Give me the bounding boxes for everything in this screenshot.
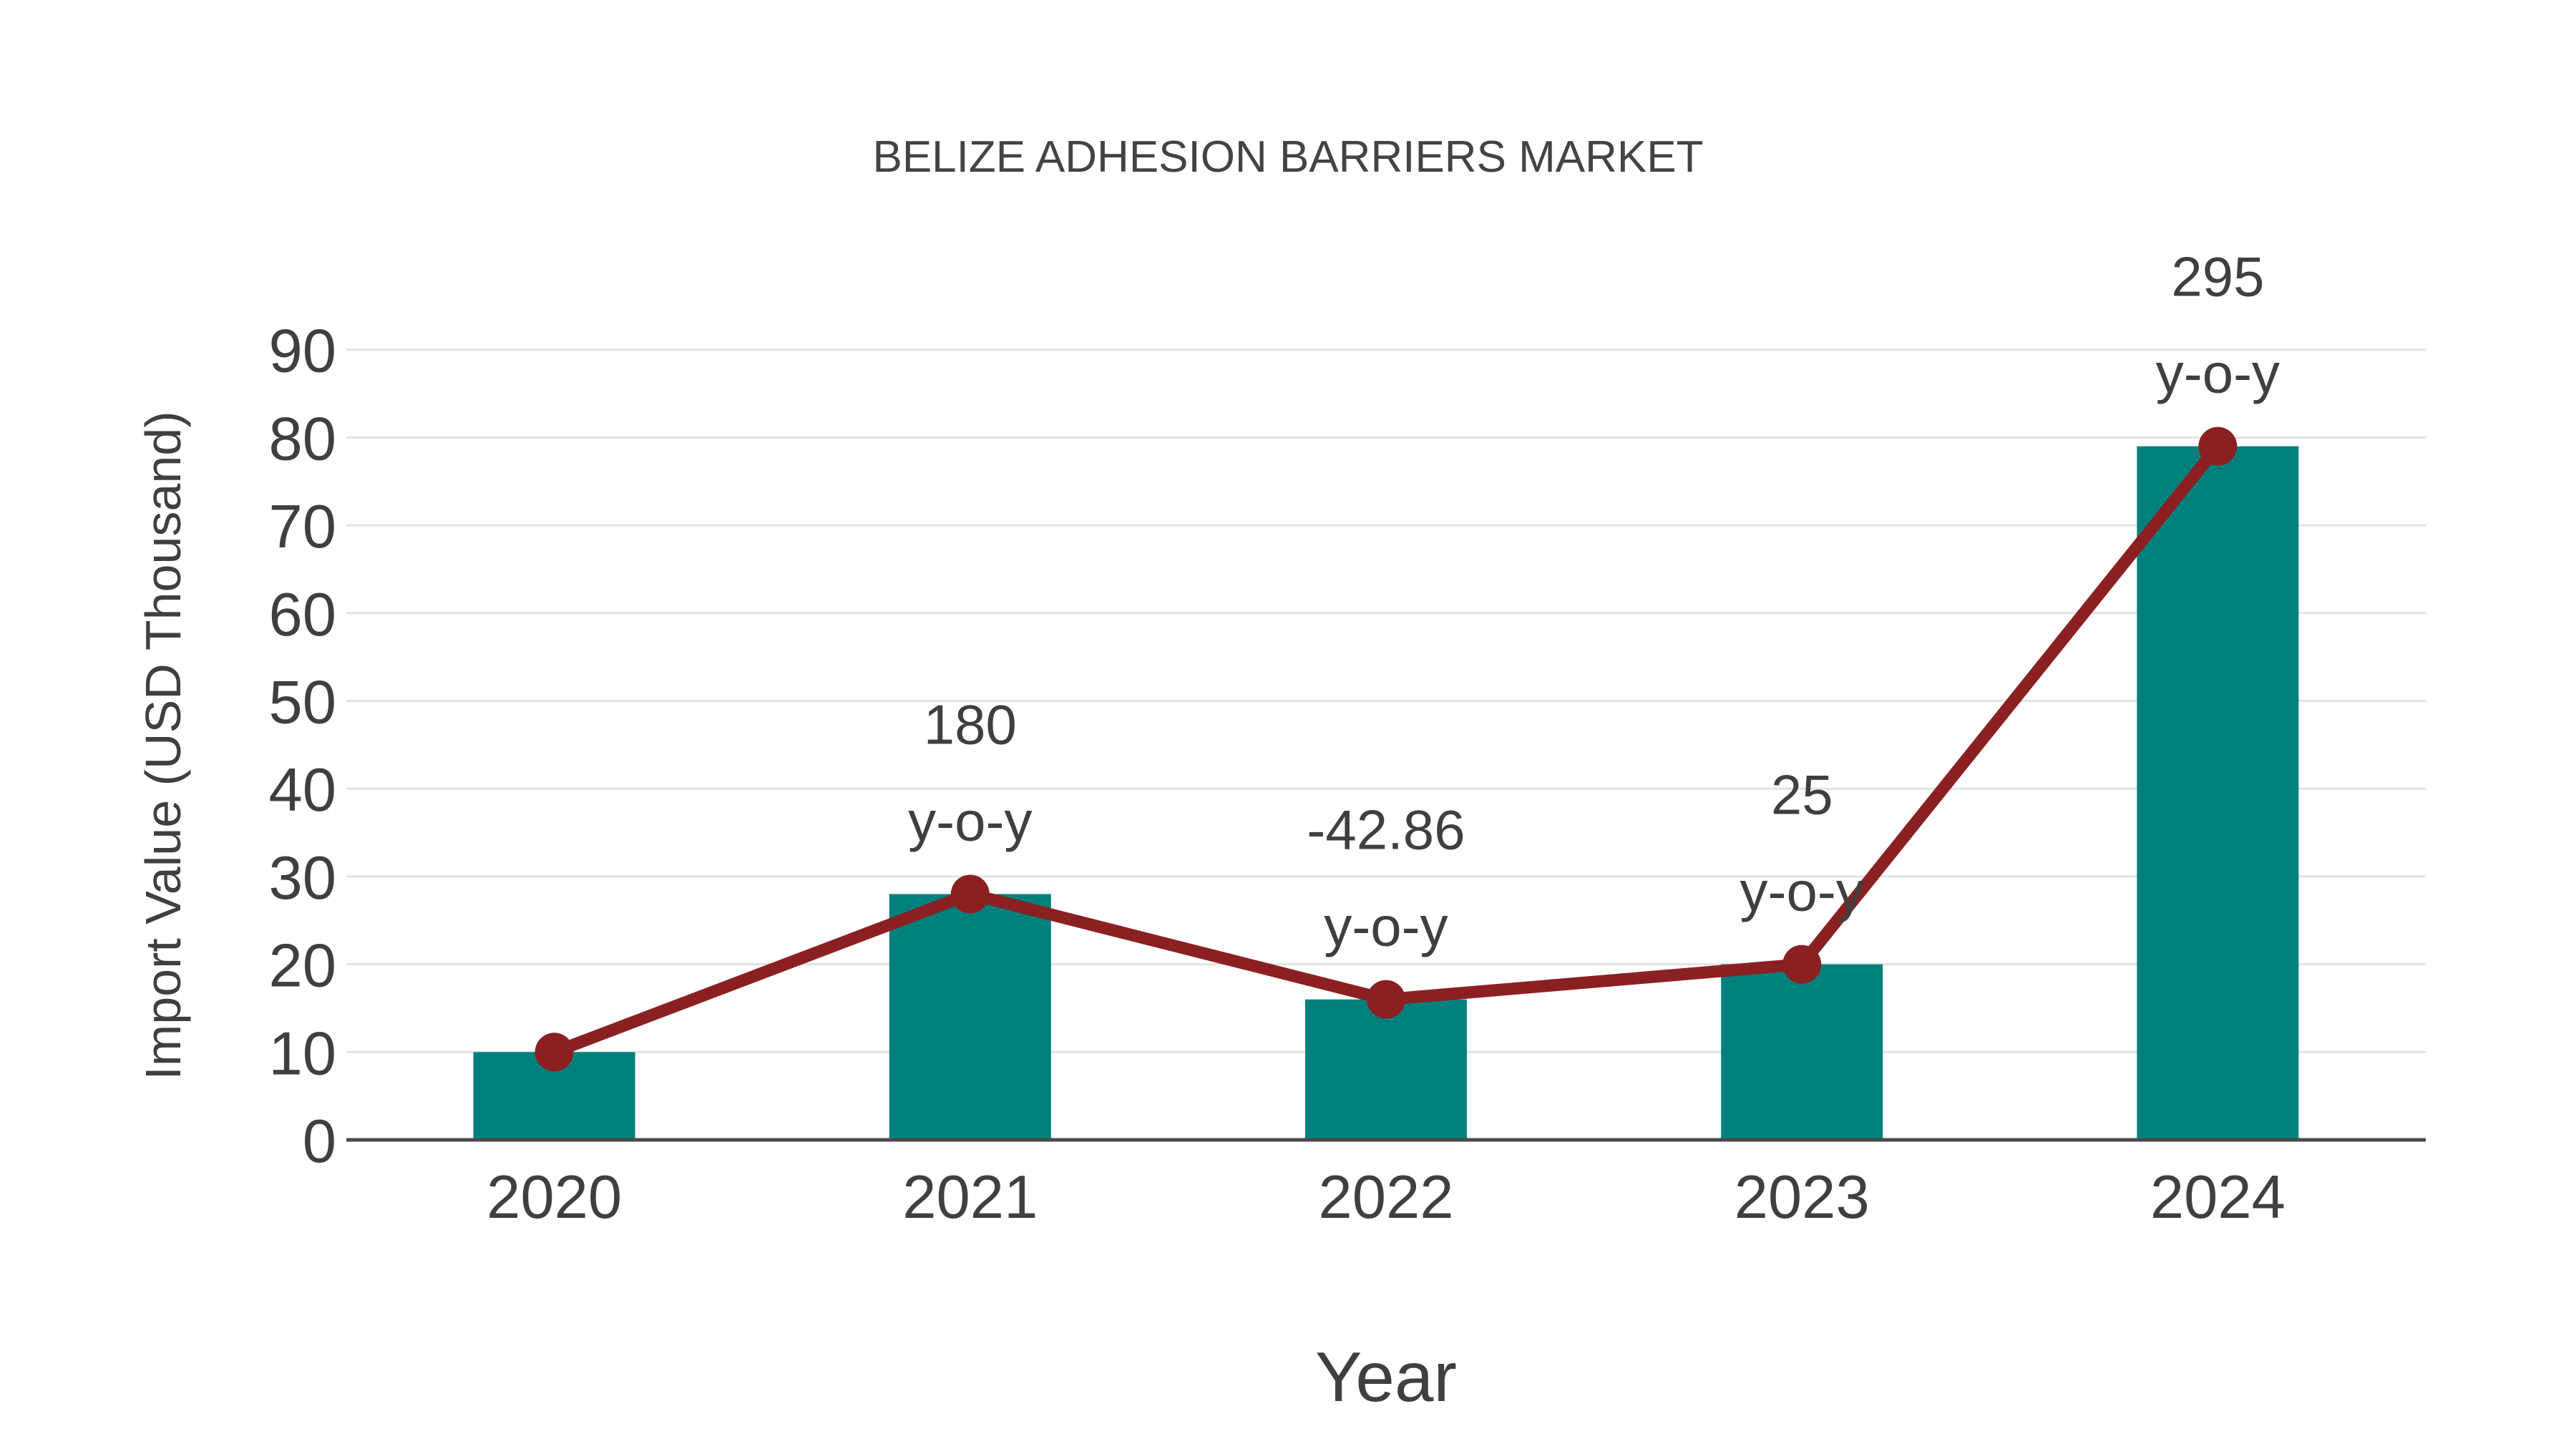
gridlines	[346, 348, 2426, 1053]
data-point-2020	[535, 1033, 574, 1072]
x-tick-label-2023: 2023	[1735, 1163, 1870, 1231]
y-tick-label-70: 70	[268, 493, 336, 561]
bar-series	[473, 446, 2299, 1140]
x-tick-label-2020: 2020	[487, 1163, 622, 1231]
y-tick-label-0: 0	[303, 1108, 336, 1176]
y-tick-label-80: 80	[268, 405, 336, 473]
y-tick-label-10: 10	[268, 1020, 336, 1088]
x-tick-label-2024: 2024	[2150, 1163, 2285, 1231]
y-tick-label-20: 20	[268, 932, 336, 1000]
data-point-2021	[950, 874, 990, 914]
chart-title: BELIZE ADHESION BARRIERS MARKET	[872, 132, 1703, 182]
annotations: 180 y-o-y -42.86 y-o-y 25 y-o-y 295 y-o-y	[908, 245, 2280, 958]
y-tick-label-50: 50	[268, 669, 336, 737]
tick-labels: 0 10 20 30 40 50 60 70 80 90 2020 2021 2022 2023 2024	[268, 318, 2285, 1231]
y-tick-label-40: 40	[268, 756, 336, 824]
line-series-path	[548, 440, 2224, 1058]
x-tick-label-2021: 2021	[902, 1163, 1038, 1231]
annotation-value-2023: 25	[1771, 763, 1833, 826]
x-tick-label-2022: 2022	[1318, 1163, 1453, 1231]
annotation-suffix-2022: y-o-y	[1324, 895, 1448, 958]
annotation-value-2022: -42.86	[1307, 799, 1465, 862]
annotation-value-2021: 180	[924, 693, 1017, 756]
annotation-value-2024: 295	[2171, 245, 2264, 308]
y-tick-label-90: 90	[268, 318, 336, 386]
bar-2024	[2137, 446, 2299, 1140]
data-point-2023	[1782, 945, 1822, 984]
line-series	[535, 426, 2238, 1072]
y-tick-label-60: 60	[268, 581, 336, 649]
data-point-2022	[1367, 980, 1405, 1019]
annotation-suffix-2024: y-o-y	[2156, 342, 2280, 405]
x-axis-title: Year	[1315, 1337, 1457, 1416]
annotation-suffix-2023: y-o-y	[1740, 860, 1864, 923]
y-axis-title: Import Value (USD Thousand)	[135, 411, 191, 1080]
y-tick-label-30: 30	[268, 844, 336, 912]
bar-2023	[1721, 964, 1883, 1140]
bar-2021	[889, 894, 1051, 1140]
data-point-2024	[2198, 426, 2238, 466]
bar-2022	[1305, 999, 1467, 1140]
annotation-suffix-2021: y-o-y	[908, 789, 1032, 852]
